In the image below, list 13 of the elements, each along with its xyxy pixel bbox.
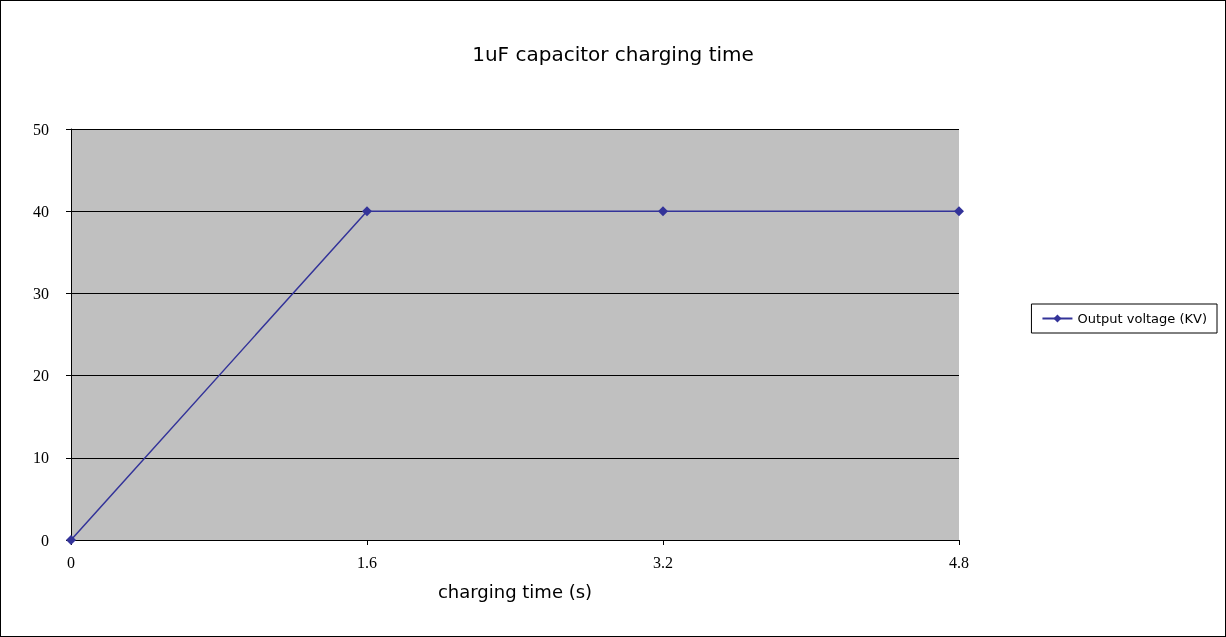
y-tick-label: 30 xyxy=(33,284,49,302)
x-tick-label: 3.2 xyxy=(653,553,673,571)
x-axis-title: charging time (s) xyxy=(437,580,593,602)
y-tick-label: 0 xyxy=(41,531,49,549)
y-tick-label: 50 xyxy=(33,120,49,138)
y-tick-label: 40 xyxy=(33,202,49,220)
y-tick-label: 20 xyxy=(33,367,49,385)
x-tick-label: 0 xyxy=(67,553,75,571)
x-tick-label: 1.6 xyxy=(357,553,377,571)
chart-title: 1uF capacitor charging time xyxy=(472,42,754,66)
x-tick-label: 4.8 xyxy=(949,553,969,571)
y-tick-label: 10 xyxy=(33,449,49,467)
legend-label: Output voltage (KV) xyxy=(1077,311,1208,326)
